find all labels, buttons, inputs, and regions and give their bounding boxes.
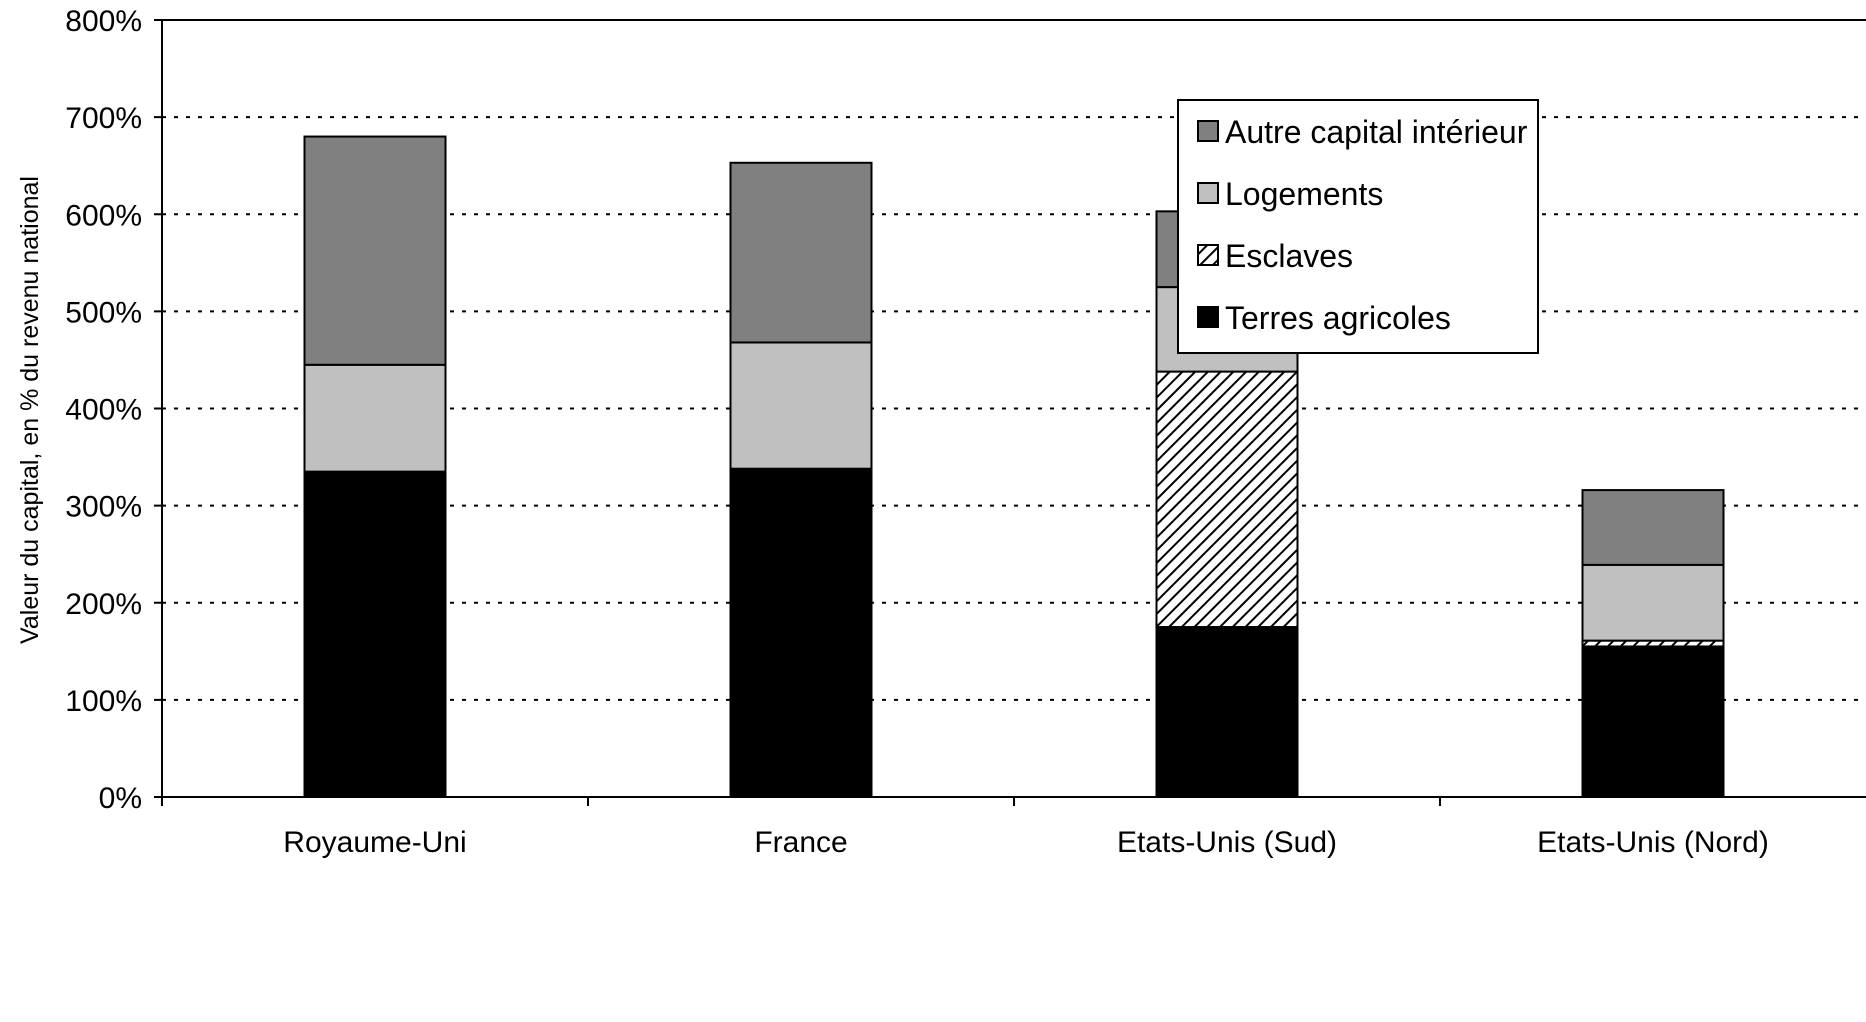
bar-segment-autre-capital-int-rieur <box>729 161 873 344</box>
bar-segment-terres-agricoles <box>303 470 447 798</box>
bar-segment-esclaves <box>1155 370 1299 629</box>
legend-swatch-terres-agricoles <box>1197 306 1219 328</box>
legend: Autre capital intérieur Logements Esclaves… <box>1177 99 1539 354</box>
y-tick-label: 200% <box>65 588 142 621</box>
y-tick-label: 0% <box>99 782 142 815</box>
legend-swatch-autre-capital-int-rieur <box>1197 120 1219 142</box>
bar-segment-logements <box>303 363 447 473</box>
bar-segment-logements <box>1581 563 1725 642</box>
y-tick-label: 700% <box>65 102 142 135</box>
x-tick-label: Etats-Unis (Sud) <box>1117 826 1337 859</box>
y-tick-label: 600% <box>65 199 142 232</box>
legend-swatch-esclaves <box>1197 244 1219 266</box>
bar-segment-terres-agricoles <box>729 467 873 798</box>
legend-box <box>1177 99 1539 354</box>
bar-segment-logements <box>729 341 873 470</box>
y-axis-title: Valeur du capital, en % du revenu nation… <box>16 176 44 644</box>
bar-segment-autre-capital-int-rieur <box>1581 489 1725 566</box>
bar-segment-terres-agricoles <box>1581 645 1725 798</box>
x-tick-label: Royaume-Uni <box>283 826 466 859</box>
tick-labels: 0% 100% 200% 300% 400% 500% 600% 700% 800% Royaum… <box>65 5 1769 859</box>
bar-segment-autre-capital-int-rieur <box>303 135 447 366</box>
legend-swatch-logements <box>1197 182 1219 204</box>
legend-label-autre-capital-int-rieur: Autre capital intérieur <box>1225 114 1528 150</box>
axes <box>154 19 1866 806</box>
x-tick-label: France <box>754 826 847 859</box>
x-tick-label: Etats-Unis (Nord) <box>1537 826 1769 859</box>
legend-label-esclaves: Esclaves <box>1225 238 1353 274</box>
bar-segment-terres-agricoles <box>1155 626 1299 798</box>
legend-label-terres-agricoles: Terres agricoles <box>1225 300 1451 336</box>
y-tick-label: 800% <box>65 5 142 38</box>
legend-label-logements: Logements <box>1225 176 1383 212</box>
y-tick-label: 100% <box>65 685 142 718</box>
y-tick-label: 300% <box>65 491 142 524</box>
y-tick-label: 400% <box>65 394 142 427</box>
y-tick-label: 500% <box>65 296 142 329</box>
